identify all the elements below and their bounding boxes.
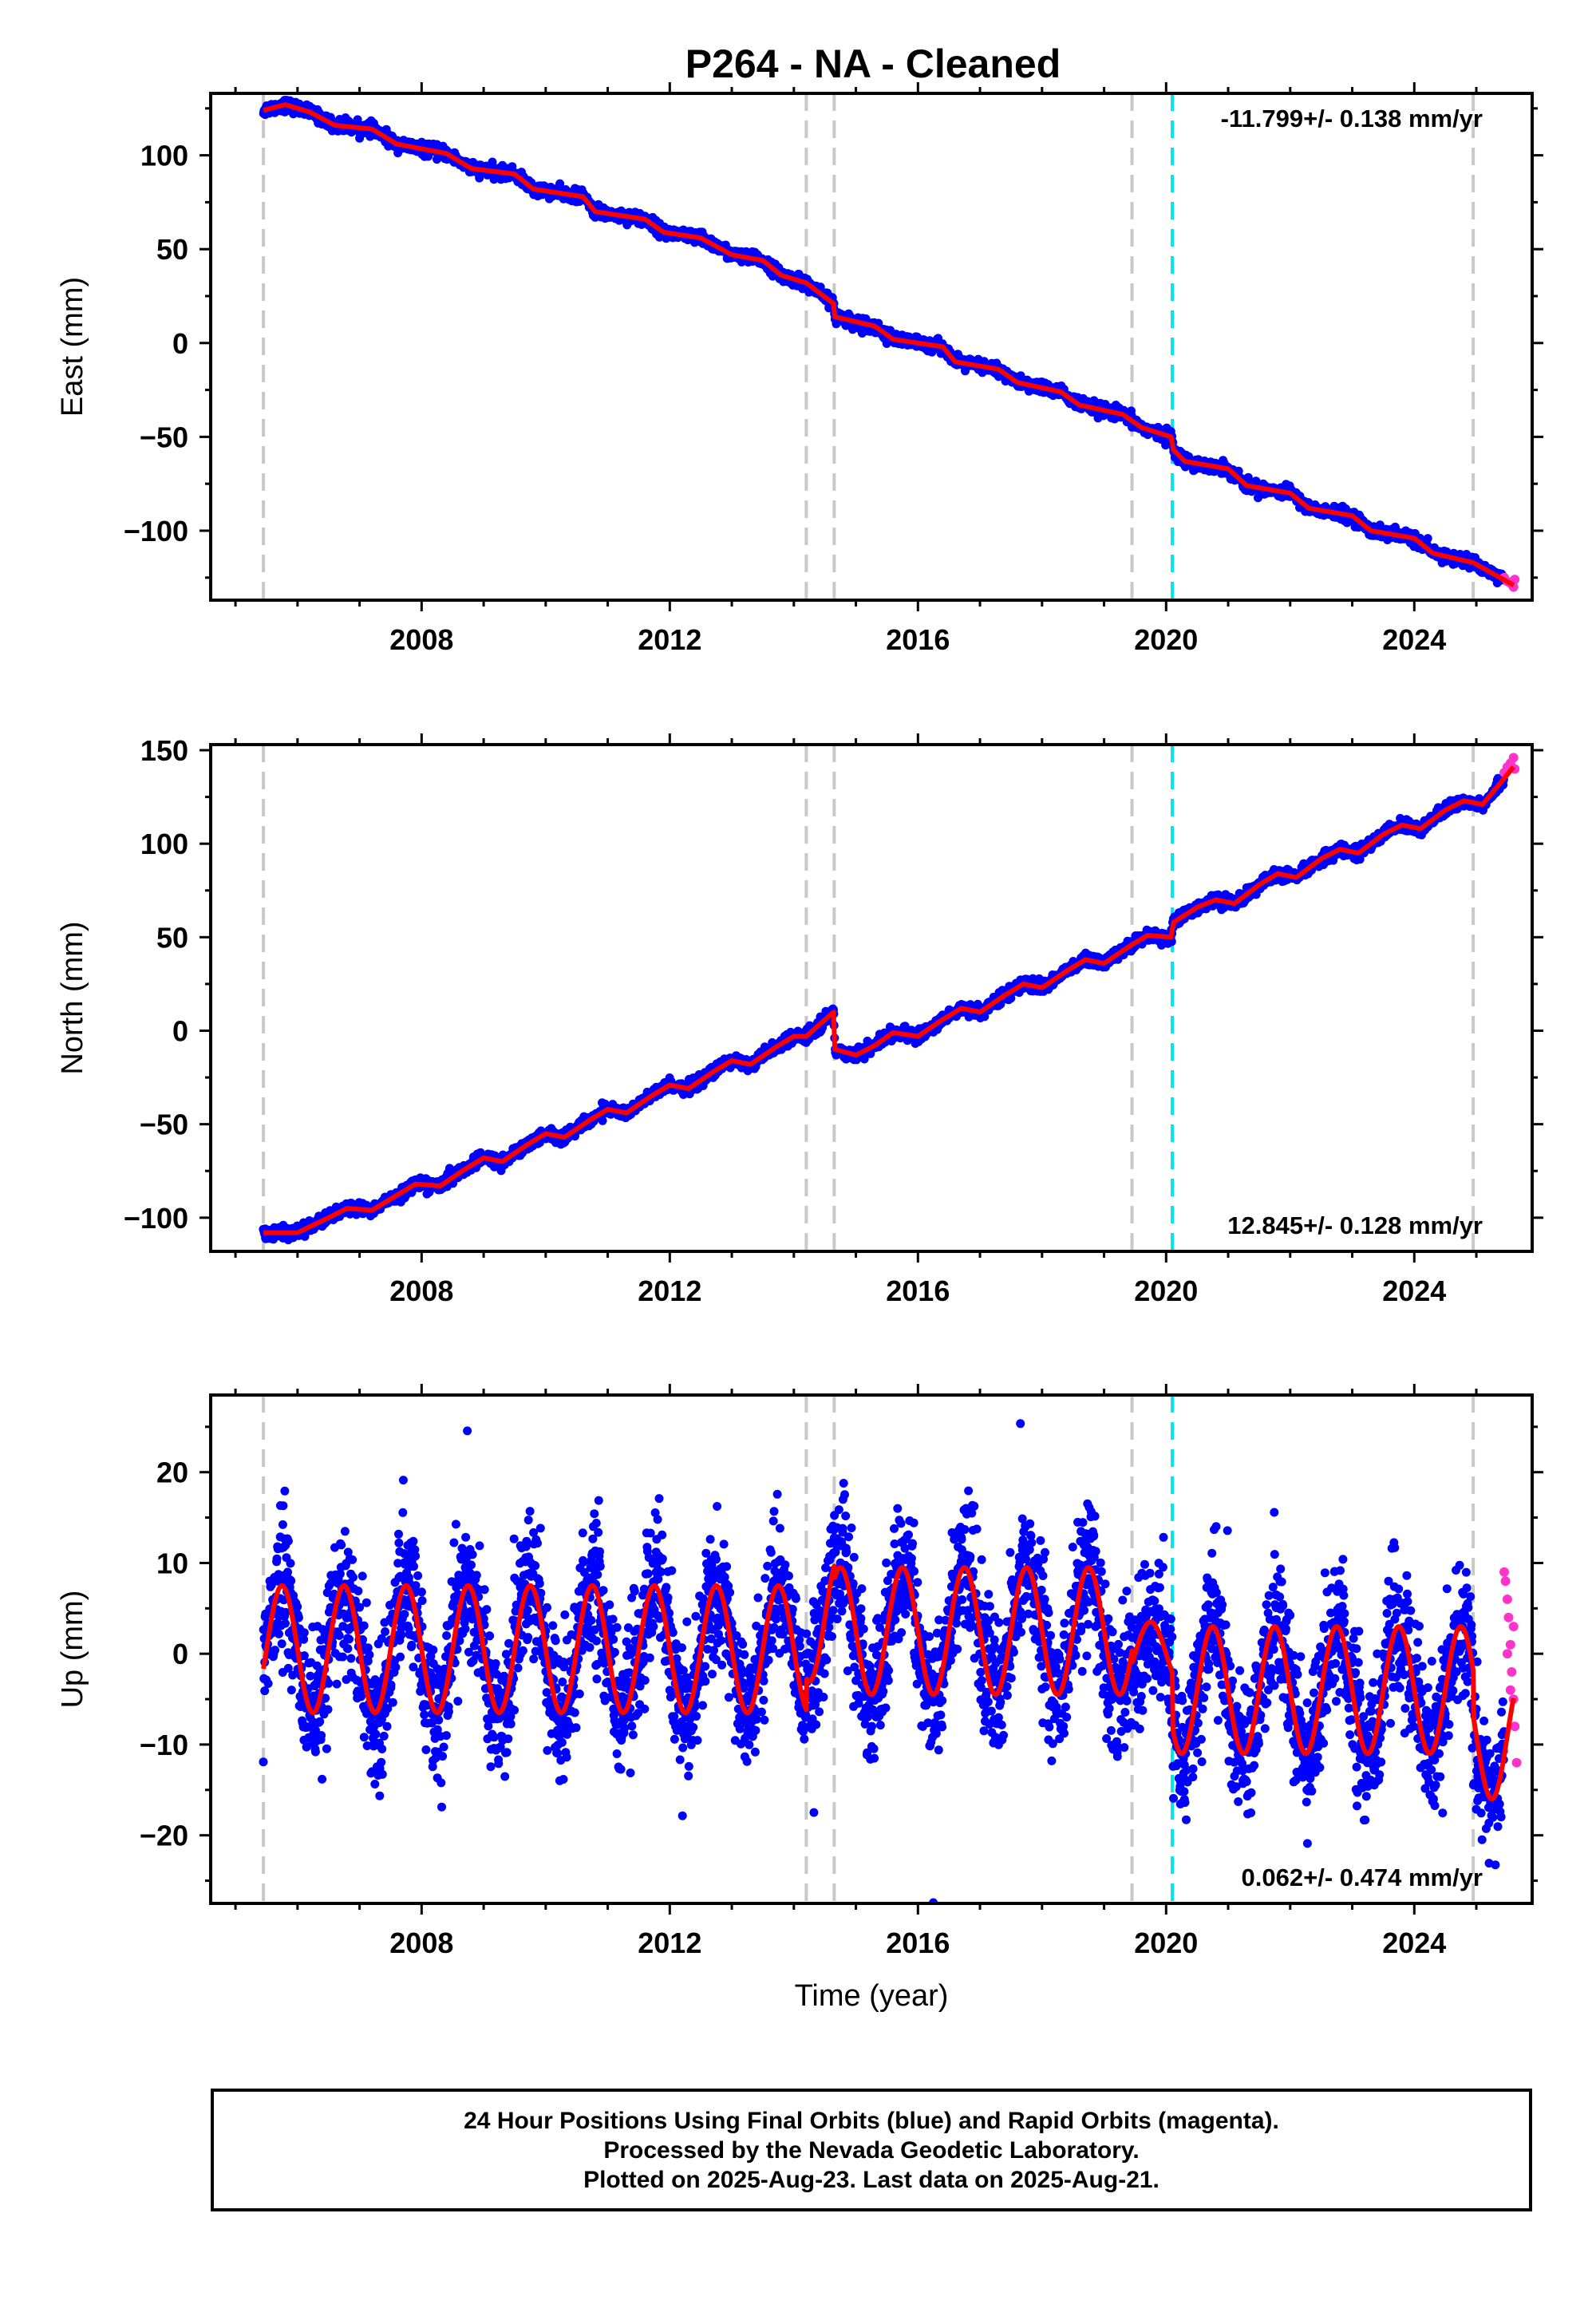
final-orbit-point [555,179,565,188]
final-orbit-point [444,1164,454,1173]
final-orbit-points-north [259,753,1520,1245]
x-tick-label: 2012 [638,623,701,656]
x-tick-label: 2016 [886,623,950,656]
final-orbit-point [508,162,517,172]
model-fit-line-east [263,102,1515,587]
x-tick-label: 2024 [1382,623,1446,656]
x-tick-label: 2020 [1134,623,1198,656]
x-tick-label: 2008 [389,623,453,656]
y-tick-label: 100 [140,140,188,172]
y-tick-label: 0 [172,327,188,360]
y-tick-label: −50 [140,421,188,453]
final-orbit-point [598,1116,607,1125]
final-orbit-points-east [259,96,1520,592]
y-tick-label: −100 [124,515,188,547]
velocity-rate-label-east: -11.799+/- 0.138 mm/yr [1221,105,1483,132]
panel-east: 2008 2012 2016 2020 2024 −100 −50 0 50 100 East (m… [56,82,1543,656]
panel-north: 2008 2012 2016 2020 2024−100−50050100150Nort… [56,733,1543,1307]
y-tick-label: 50 [156,233,188,266]
final-orbit-point [1423,534,1432,543]
y-axis-label-east: East (mm) [56,277,89,417]
chart-title: P264 - NA - Cleaned [685,41,1061,86]
plot-frame-east [209,92,1534,602]
